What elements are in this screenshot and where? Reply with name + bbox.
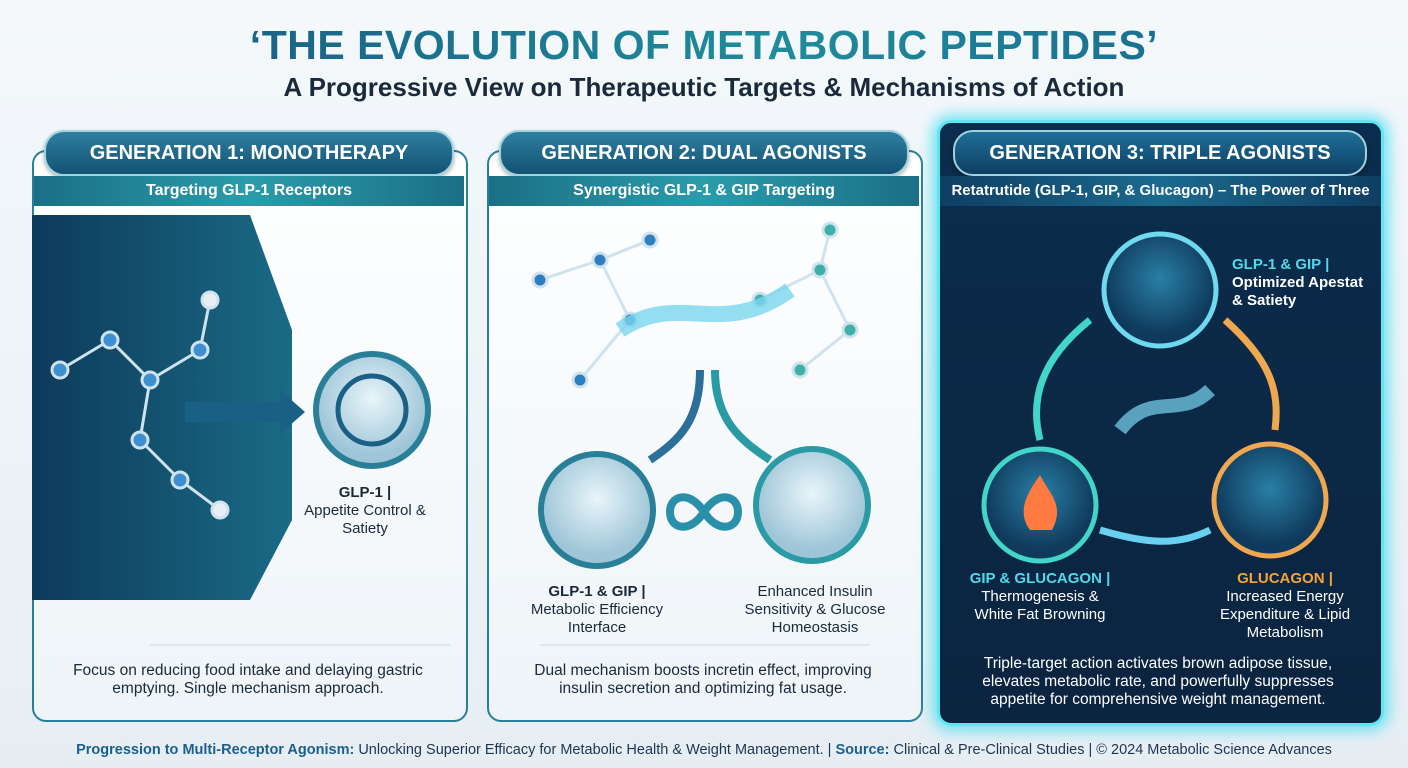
effect-target: GIP & GLUCAGON | (969, 570, 1111, 587)
subtitle: A Progressive View on Therapeutic Target… (283, 72, 1125, 102)
effect-label: Appetite Control & Satiety (304, 502, 426, 537)
description: Triple-target action activates brown adi… (982, 655, 1334, 708)
effect-label: Enhanced Insulin Sensitivity & Glucose H… (744, 583, 886, 636)
footer-source-label: Source: (835, 742, 890, 758)
icon (1211, 441, 1329, 559)
cycle-arrow (1098, 526, 1212, 545)
icon (335, 373, 409, 447)
panel-subtitle: Synergistic GLP-1 & GIP Targeting (489, 176, 919, 206)
panel-title: GENERATION 1: MONOTHERAPY (44, 130, 454, 176)
effect: GLP-1 | Appetite Control & Satiety (300, 484, 430, 538)
panel-subtitle: Retatrutide (GLP-1, GIP, & Glucagon) – T… (940, 176, 1381, 206)
footer-text: Unlocking Superior Efficacy for Metaboli… (358, 742, 832, 758)
effect-label: Thermogenesis & White Fat Browning (974, 588, 1106, 623)
arrow (711, 369, 773, 464)
footer-lead: Progression to Multi-Receptor Agonism: (76, 742, 355, 758)
icon (538, 451, 656, 569)
effect-target: GLP-1 & GIP | (548, 583, 646, 600)
arrow (185, 390, 305, 434)
cycle-arrow (1222, 317, 1280, 431)
arrow (647, 369, 704, 464)
icon (753, 446, 871, 564)
peptide-strand (615, 283, 795, 337)
molecule (531, 231, 659, 389)
panel-title: GENERATION 3: TRIPLE AGONISTS (953, 130, 1367, 176)
infinity (665, 493, 743, 531)
title: ‘THE EVOLUTION OF METABOLIC PEPTIDES’ (0, 22, 1408, 69)
effect-label: Optimized Apestat & Satiety (1232, 274, 1364, 309)
effect: GLP-1 & GIP | Metabolic Efficiency Inter… (517, 583, 677, 637)
effect-target: GLUCAGON | (1237, 570, 1333, 587)
cycle-arrow (1033, 317, 1093, 441)
effect-label: Metabolic Efficiency Interface (530, 601, 664, 636)
molecule (50, 290, 230, 520)
icon (1101, 231, 1219, 349)
footer-source: Clinical & Pre-Clinical Studies | © 2024… (893, 742, 1332, 758)
peptide-strand (1114, 384, 1215, 435)
footer: Progression to Multi-Receptor Agonism: U… (0, 742, 1408, 758)
effect: GLUCAGON | Increased Energy Expenditure … (1205, 570, 1365, 642)
effect: GIP & GLUCAGON | Thermogenesis & White F… (960, 570, 1120, 624)
effect-label: Increased Energy Expenditure & Lipid Met… (1219, 588, 1351, 641)
flame (1023, 475, 1058, 530)
icon (313, 351, 431, 469)
effect: Enhanced Insulin Sensitivity & Glucose H… (740, 583, 890, 637)
panel-subtitle: Targeting GLP-1 Receptors (34, 176, 464, 206)
description: Focus on reducing food intake and delayi… (73, 662, 423, 697)
effect-target: GLP-1 | (338, 484, 392, 501)
effect-target: GLP-1 & GIP | (1232, 256, 1330, 273)
panel-title: GENERATION 2: DUAL AGONISTS (499, 130, 909, 176)
effect: GLP-1 & GIP | Optimized Apestat & Satiet… (1232, 256, 1372, 310)
description: Dual mechanism boosts incretin effect, i… (534, 662, 872, 697)
